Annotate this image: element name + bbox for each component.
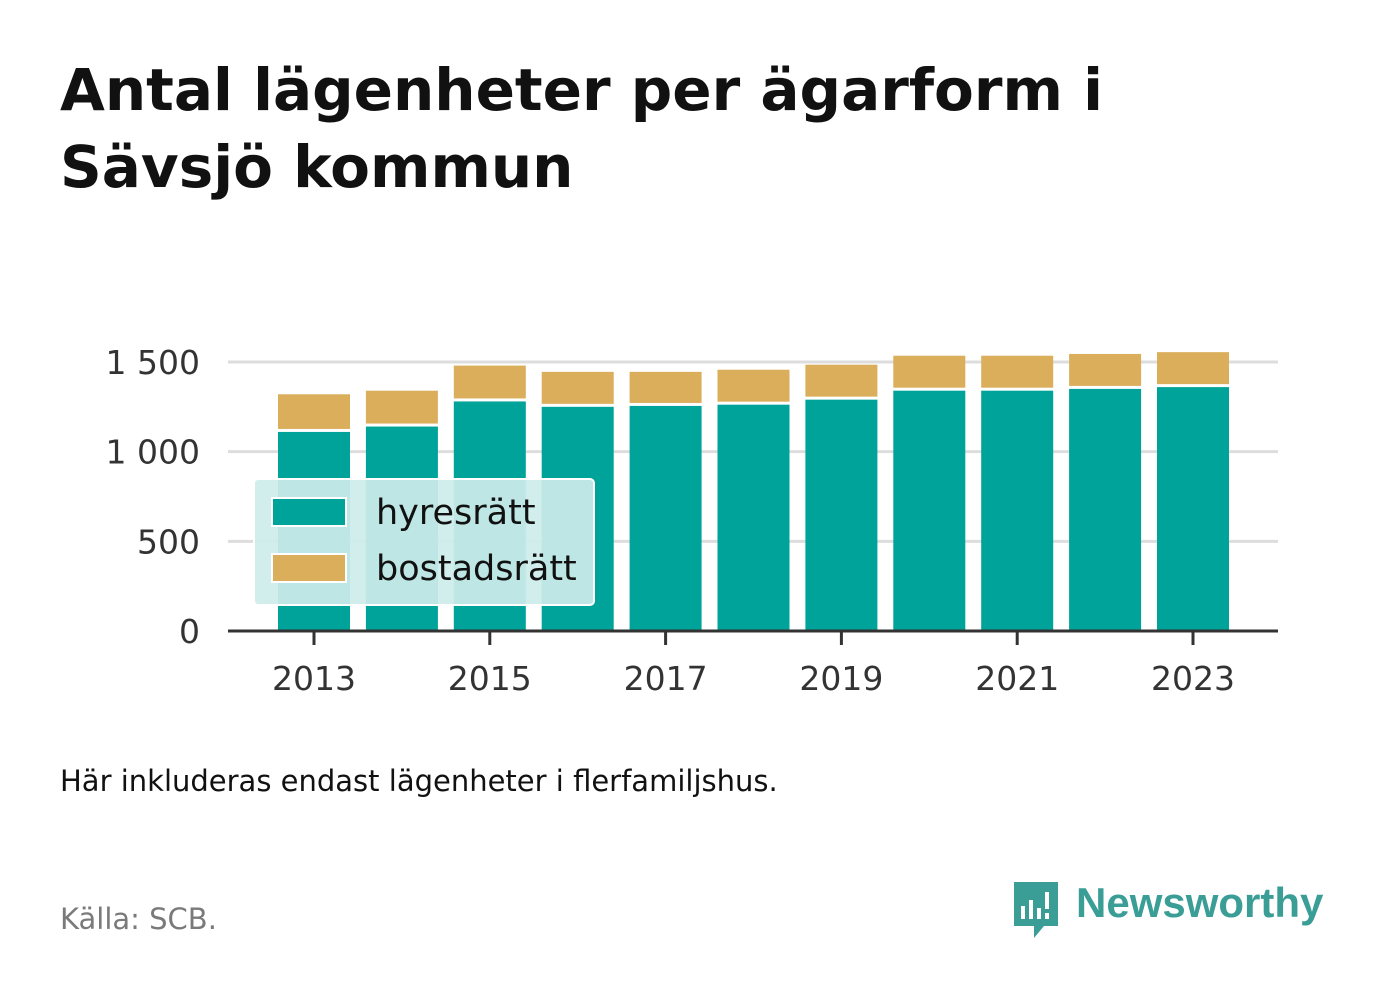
bar-bostadsratt <box>629 371 702 403</box>
legend-swatch <box>271 553 347 583</box>
bar-hyresratt <box>717 404 790 631</box>
bar-hyresratt <box>893 390 966 631</box>
bar-bostadsratt <box>893 355 966 388</box>
axes: 0 500 1 000 1 500 2013 2015 2017 2019 2021 2023 <box>106 343 1278 698</box>
bar-bostadsratt <box>365 390 438 424</box>
bar-hyresratt <box>1069 388 1142 631</box>
y-tick-label: 1 000 <box>106 433 200 472</box>
chart-title: Antal lägenheter per ägarform i Sävsjö k… <box>60 56 1104 201</box>
bar-hyresratt <box>981 390 1054 631</box>
bar-bostadsratt <box>278 394 350 429</box>
bar-bostadsratt <box>541 371 614 404</box>
bar-bostadsratt <box>981 355 1054 388</box>
x-tick-label: 2021 <box>975 659 1059 698</box>
y-tick-label: 0 <box>179 612 200 651</box>
brand-name: Newsworthy <box>1076 879 1324 926</box>
source-text: Källa: SCB. <box>60 902 217 936</box>
bar-bostadsratt <box>1069 353 1142 386</box>
newsworthy-logo-icon <box>1014 882 1058 938</box>
bar-hyresratt <box>1157 387 1229 631</box>
bar-bostadsratt <box>805 364 878 397</box>
bar-hyresratt <box>629 405 702 631</box>
chart-note: Här inkluderas endast lägenheter i flerf… <box>60 764 778 798</box>
bar-hyresratt <box>805 399 878 631</box>
brand-logo[interactable]: Newsworthy <box>1010 878 1323 942</box>
y-tick-label: 1 500 <box>106 343 200 382</box>
legend-label: bostadsrätt <box>376 549 577 589</box>
legend: hyresrätt bostadsrätt <box>253 478 595 606</box>
x-tick-label: 2019 <box>799 659 883 698</box>
bar-bostadsratt <box>1157 352 1229 385</box>
x-tick-label: 2023 <box>1151 659 1235 698</box>
x-tick-label: 2017 <box>624 659 708 698</box>
legend-swatch <box>271 497 347 527</box>
y-tick-label: 500 <box>137 522 200 561</box>
x-tick-label: 2015 <box>448 659 532 698</box>
bar-bostadsratt <box>717 369 790 402</box>
legend-label: hyresrätt <box>376 493 536 533</box>
bar-bostadsratt <box>453 365 526 399</box>
x-tick-label: 2013 <box>272 659 356 698</box>
